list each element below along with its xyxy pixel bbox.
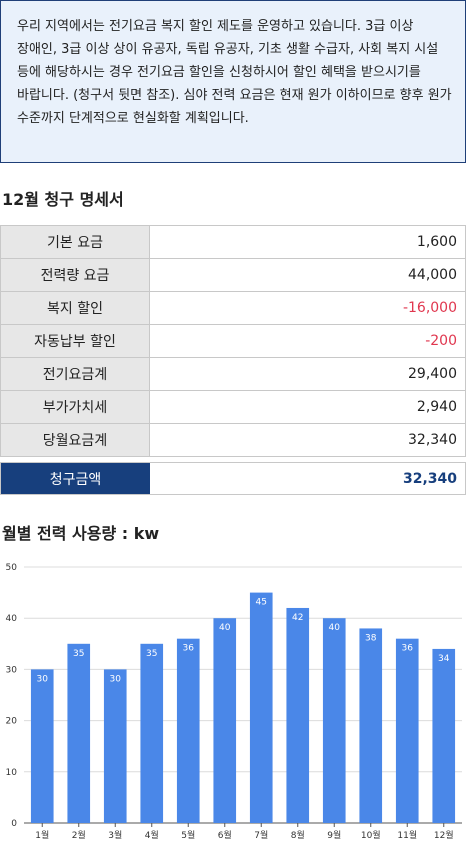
bar — [103, 669, 127, 823]
row-value: 29,400 — [149, 357, 466, 391]
x-tick-label: 8월 — [291, 829, 305, 841]
bar-value-label: 35 — [146, 649, 157, 659]
bill-table: 기본 요금 1,600 전력량 요금 44,000 복지 할인 -16,000 … — [0, 225, 466, 457]
y-tick-label: 20 — [6, 717, 18, 727]
bar — [176, 638, 200, 823]
total-value: 32,340 — [402, 470, 457, 487]
row-value: 32,340 — [149, 423, 466, 457]
x-tick-label: 6월 — [218, 829, 232, 841]
total-label: 청구금액 — [1, 463, 150, 494]
table-row: 복지 할인 -16,000 — [0, 291, 466, 325]
x-tick-label: 4월 — [145, 829, 159, 841]
row-value: 1,600 — [149, 225, 466, 259]
bar-value-label: 40 — [219, 623, 231, 633]
x-tick-label: 10월 — [361, 829, 381, 841]
bar-value-label: 36 — [183, 644, 195, 654]
row-label: 기본 요금 — [0, 225, 150, 259]
bar-value-label: 30 — [110, 674, 122, 684]
table-row: 당월요금계 32,340 — [0, 423, 466, 457]
y-tick-label: 40 — [6, 614, 18, 624]
bar-value-label: 38 — [365, 633, 377, 643]
table-row: 기본 요금 1,600 — [0, 225, 466, 259]
bar — [359, 628, 383, 823]
chart-title: 월별 전력 사용량 : kw — [2, 524, 160, 543]
row-value: -16,000 — [149, 291, 466, 325]
bar-value-label: 36 — [402, 644, 414, 654]
table-row: 부가가치세 2,940 — [0, 390, 466, 424]
bar-value-label: 35 — [73, 649, 84, 659]
x-tick-label: 12월 — [434, 829, 454, 841]
bar — [213, 618, 237, 823]
x-tick-label: 1월 — [35, 829, 49, 841]
bill-title: 12월 청구 명세서 — [2, 190, 124, 209]
y-tick-label: 0 — [11, 819, 17, 829]
row-value: 2,940 — [149, 390, 466, 424]
y-tick-label: 30 — [6, 665, 18, 675]
bar-value-label: 30 — [37, 674, 49, 684]
bar — [286, 607, 310, 823]
bar-value-label: 42 — [292, 613, 303, 623]
bar — [67, 643, 91, 823]
bar-value-label: 40 — [329, 623, 341, 633]
row-label: 복지 할인 — [0, 291, 150, 325]
row-value: 44,000 — [149, 258, 466, 292]
bar — [395, 638, 419, 823]
bar-value-label: 34 — [438, 654, 450, 664]
table-row: 자동납부 할인 -200 — [0, 324, 466, 358]
row-label: 자동납부 할인 — [0, 324, 150, 358]
row-label: 전기요금계 — [0, 357, 150, 391]
x-tick-label: 3월 — [108, 829, 122, 841]
bar — [432, 648, 456, 823]
x-tick-label: 9월 — [327, 829, 341, 841]
row-label: 당월요금계 — [0, 423, 150, 457]
x-tick-label: 7월 — [254, 829, 268, 841]
x-tick-label: 2월 — [72, 829, 86, 841]
table-row: 전력량 요금 44,000 — [0, 258, 466, 292]
notice-box: 우리 지역에서는 전기요금 복지 할인 제도를 운영하고 있습니다. 3급 이상… — [0, 0, 466, 163]
y-tick-label: 10 — [6, 768, 18, 778]
x-tick-label: 5월 — [181, 829, 195, 841]
bar — [30, 669, 54, 823]
bar — [322, 618, 346, 823]
bar — [249, 592, 273, 823]
usage-bar-chart: 0 10 20 30 40 50 30 1월 35 2월 30 3월 35 4월 36 5월 40 6월 45 7월 4… — [6, 563, 462, 841]
bar — [140, 643, 164, 823]
row-value: -200 — [149, 324, 466, 358]
x-tick-label: 11월 — [397, 829, 417, 841]
table-row: 전기요금계 29,400 — [0, 357, 466, 391]
y-tick-label: 50 — [6, 563, 18, 573]
row-label: 부가가치세 — [0, 390, 150, 424]
total-row: 청구금액 32,340 — [0, 462, 466, 495]
notice-text: 우리 지역에서는 전기요금 복지 할인 제도를 운영하고 있습니다. 3급 이상… — [17, 19, 452, 126]
row-label: 전력량 요금 — [0, 258, 150, 292]
bar-value-label: 45 — [256, 598, 267, 608]
